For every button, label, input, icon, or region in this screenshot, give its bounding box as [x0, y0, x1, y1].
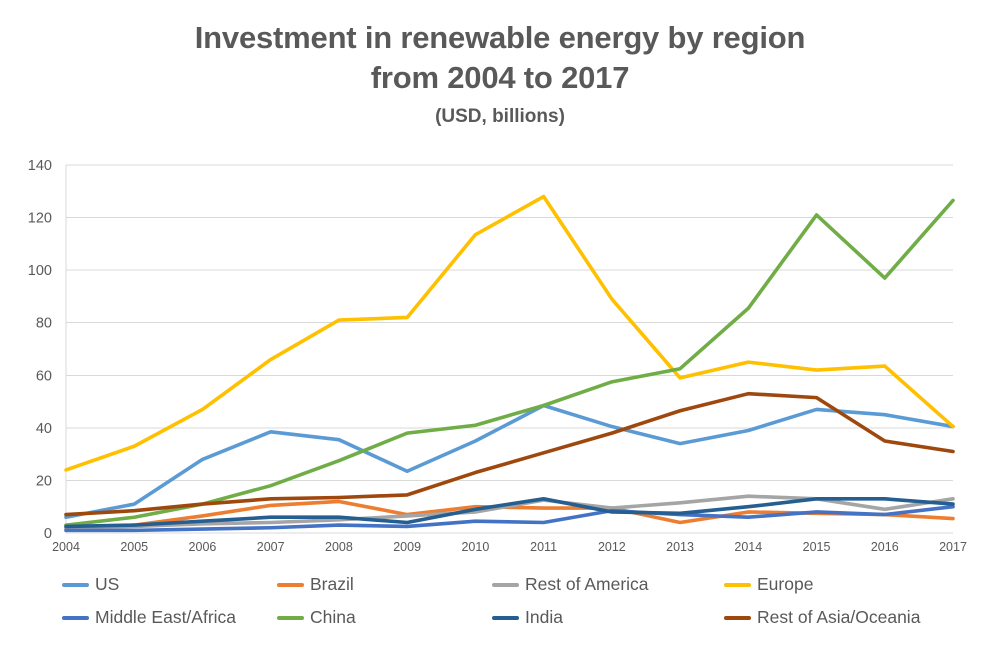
- xtick-label-2013: 2013: [666, 540, 694, 554]
- legend-item-middle-east-africa[interactable]: Middle East/Africa: [62, 606, 277, 627]
- ytick-label-80: 80: [36, 316, 52, 332]
- xtick-label-2009: 2009: [393, 540, 421, 554]
- legend-swatch-middle-east-africa: [62, 615, 89, 620]
- chart-title-block: Investment in renewable energy by region…: [0, 18, 1000, 128]
- legend-label-rest-of-asia-oceania: Rest of Asia/Oceania: [757, 606, 921, 627]
- legend-item-europe[interactable]: Europe: [724, 573, 992, 594]
- legend-swatch-india: [492, 615, 519, 620]
- ytick-label-20: 20: [36, 473, 52, 489]
- ytick-label-100: 100: [28, 263, 52, 279]
- legend-label-brazil: Brazil: [310, 573, 354, 594]
- chart-title: Investment in renewable energy by region…: [194, 20, 806, 95]
- xtick-label-2008: 2008: [325, 540, 353, 554]
- xtick-label-2005: 2005: [120, 540, 148, 554]
- chart-subtitle: (USD, billions): [435, 106, 565, 128]
- series-line-europe: [64, 194, 955, 472]
- series-line-rest-of-asia-oceania: [64, 391, 955, 517]
- legend-item-india[interactable]: India: [492, 606, 724, 627]
- xtick-label-2014: 2014: [734, 540, 762, 554]
- legend-swatch-china: [277, 615, 304, 620]
- xtick-label-2004: 2004: [52, 540, 80, 554]
- legend-label-middle-east-africa: Middle East/Africa: [95, 606, 237, 627]
- xtick-label-2017: 2017: [939, 540, 967, 554]
- legend-label-us: US: [95, 573, 120, 594]
- series-line-middle-east-africa: [64, 504, 955, 533]
- xtick-label-2007: 2007: [257, 540, 285, 554]
- legend-label-india: India: [525, 606, 563, 627]
- ytick-label-120: 120: [28, 211, 52, 227]
- legend-swatch-brazil: [277, 582, 304, 587]
- legend-label-rest-of-america: Rest of America: [525, 573, 649, 594]
- xtick-label-2006: 2006: [189, 540, 217, 554]
- legend-swatch-europe: [724, 582, 751, 587]
- legend-item-rest-of-asia-oceania[interactable]: Rest of Asia/Oceania: [724, 606, 992, 627]
- xtick-label-2010: 2010: [461, 540, 489, 554]
- legend-label-china: China: [310, 606, 356, 627]
- xtick-label-2012: 2012: [598, 540, 626, 554]
- chart-legend: US Brazil Rest of America Europe Middle East…: [62, 568, 992, 634]
- ytick-label-40: 40: [36, 421, 52, 437]
- series-line-china: [64, 198, 955, 527]
- legend-item-china[interactable]: China: [277, 606, 492, 627]
- legend-item-us[interactable]: US: [62, 573, 277, 594]
- xtick-label-2016: 2016: [871, 540, 899, 554]
- legend-swatch-rest-of-america: [492, 582, 519, 587]
- series-line-india: [64, 497, 955, 529]
- xtick-label-2011: 2011: [530, 540, 557, 554]
- legend-swatch-rest-of-asia-oceania: [724, 615, 751, 620]
- legend-item-brazil[interactable]: Brazil: [277, 573, 492, 594]
- legend-item-rest-of-america[interactable]: Rest of America: [492, 573, 724, 594]
- legend-label-europe: Europe: [757, 573, 814, 594]
- legend-swatch-us: [62, 582, 89, 587]
- ytick-label-60: 60: [36, 368, 52, 384]
- ytick-label-140: 140: [28, 158, 52, 174]
- ytick-label-0: 0: [44, 526, 52, 542]
- xtick-label-2015: 2015: [803, 540, 831, 554]
- series-line-us: [64, 403, 955, 520]
